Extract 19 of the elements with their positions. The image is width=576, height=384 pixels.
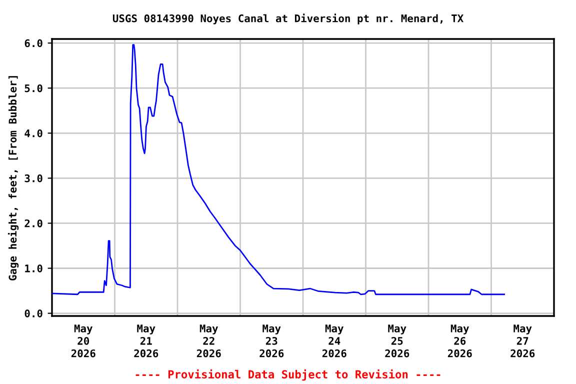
x-tick-label: May 20 2026 — [71, 324, 96, 358]
y-tick-label: 3.0 — [24, 174, 42, 182]
y-tick-label: 0.0 — [24, 310, 42, 318]
x-tick-label: May 23 2026 — [260, 324, 284, 358]
y-tick-label: 4.0 — [24, 129, 42, 138]
chart-title: USGS 08143990 Noyes Canal at Diversion pt nr. Menard, TX — [112, 14, 464, 24]
y-tick-label: 6.0 — [24, 39, 42, 48]
x-tick-label: May 26 2026 — [448, 324, 472, 358]
x-tick-label: May 24 2026 — [322, 324, 346, 358]
y-tick-label: 1.0 — [25, 264, 42, 272]
x-tick-label: May 27 2026 — [510, 324, 535, 358]
y-tick-label: 5.0 — [24, 84, 42, 92]
line-series — [52, 44, 505, 296]
y-tick-label: 2.0 — [24, 219, 42, 228]
y-axis-title: Gage height, feet, [From Bubbler] — [8, 76, 19, 280]
x-tick-label: May 22 2026 — [196, 324, 221, 358]
text: ---- Provisional Data Subject to Revision ---- — [136, 369, 440, 381]
x-tick-label: May 21 2026 — [134, 324, 158, 358]
x-tick-label: May 25 2026 — [385, 324, 410, 358]
